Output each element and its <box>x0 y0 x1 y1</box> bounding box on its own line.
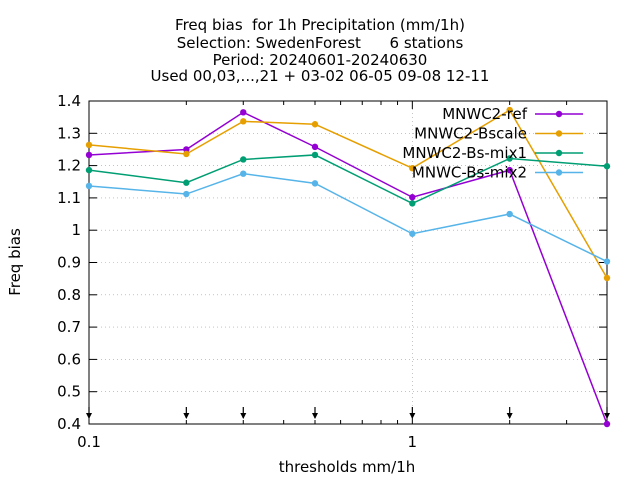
arrow-head <box>312 413 319 419</box>
x-axis-label: thresholds mm/1h <box>279 458 416 476</box>
arrow-head <box>409 413 416 419</box>
data-point <box>183 190 190 198</box>
arrow-head <box>86 413 92 419</box>
series-line-2 <box>88 154 608 205</box>
x-tick-label: 0.1 <box>77 433 101 451</box>
data-point <box>240 118 247 125</box>
threshold-arrow-marker <box>183 407 190 419</box>
series-line-3 <box>88 172 608 263</box>
series-line-1 <box>88 109 608 279</box>
threshold-arrow-marker <box>240 407 247 419</box>
data-point <box>506 210 513 218</box>
legend-label: MNWC-Bs-mix2 <box>412 164 527 182</box>
data-point <box>85 182 93 190</box>
legend-marker <box>555 169 563 176</box>
threshold-arrow-marker <box>86 407 92 419</box>
arrow-head <box>183 413 190 419</box>
legend-marker <box>555 149 563 157</box>
y-axis-label: Freq bias <box>6 228 24 296</box>
data-point <box>409 194 416 201</box>
chart-title-line-4: Used 00,03,...,21 + 03-02 06-05 09-08 12… <box>150 67 490 85</box>
data-point <box>85 151 93 159</box>
data-point <box>311 121 319 128</box>
data-point <box>85 166 93 174</box>
threshold-arrow-marker <box>312 407 319 419</box>
legend-label: MNWC2-Bs-mix1 <box>402 144 527 162</box>
data-point <box>603 274 611 282</box>
threshold-arrow-marker <box>409 407 416 419</box>
data-point <box>311 151 319 159</box>
arrow-head <box>604 413 610 419</box>
legend-marker <box>555 110 563 118</box>
y-tick-label: 0.6 <box>57 350 81 368</box>
data-point <box>311 143 319 151</box>
chart-title-line-3: Period: 20240601-20240630 <box>212 51 428 69</box>
data-point <box>183 179 190 186</box>
data-point <box>506 166 513 174</box>
data-point <box>409 164 416 172</box>
chart-title-line-1: Freq bias for 1h Precipitation (mm/1h) <box>175 16 465 34</box>
data-point <box>506 106 513 114</box>
y-tick-label: 1 <box>71 221 81 239</box>
y-tick-label: 0.7 <box>57 318 81 336</box>
data-point <box>409 230 416 237</box>
legend-label: MNWC2-Bscale <box>414 125 527 143</box>
data-point <box>85 141 93 149</box>
data-point <box>183 146 190 153</box>
arrow-head <box>506 413 513 419</box>
data-point <box>603 163 611 170</box>
threshold-arrow-marker <box>604 407 610 419</box>
data-point <box>240 156 247 163</box>
data-point <box>506 155 513 162</box>
data-point <box>603 420 611 428</box>
data-point <box>240 109 247 116</box>
y-tick-label: 1.2 <box>57 157 81 175</box>
data-point <box>409 200 416 207</box>
y-tick-label: 0.5 <box>57 383 81 401</box>
series-line-0 <box>88 111 608 425</box>
legend-label: MNWC2-ref <box>442 105 527 123</box>
data-point <box>183 150 190 158</box>
arrow-head <box>240 413 247 419</box>
y-tick-label: 0.4 <box>57 415 81 433</box>
data-point <box>240 170 247 177</box>
data-point <box>603 258 611 265</box>
threshold-arrow-marker <box>506 407 513 419</box>
y-tick-label: 1.3 <box>57 124 81 142</box>
x-tick-label: 1 <box>408 433 418 451</box>
chart-title-line-2: Selection: SwedenForest 6 stations <box>176 34 464 52</box>
data-point <box>311 180 319 187</box>
y-tick-label: 1.4 <box>57 92 81 110</box>
y-tick-label: 0.8 <box>57 286 81 304</box>
legend-marker <box>555 130 563 137</box>
y-tick-label: 0.9 <box>57 254 81 272</box>
y-tick-label: 1.1 <box>57 189 81 207</box>
